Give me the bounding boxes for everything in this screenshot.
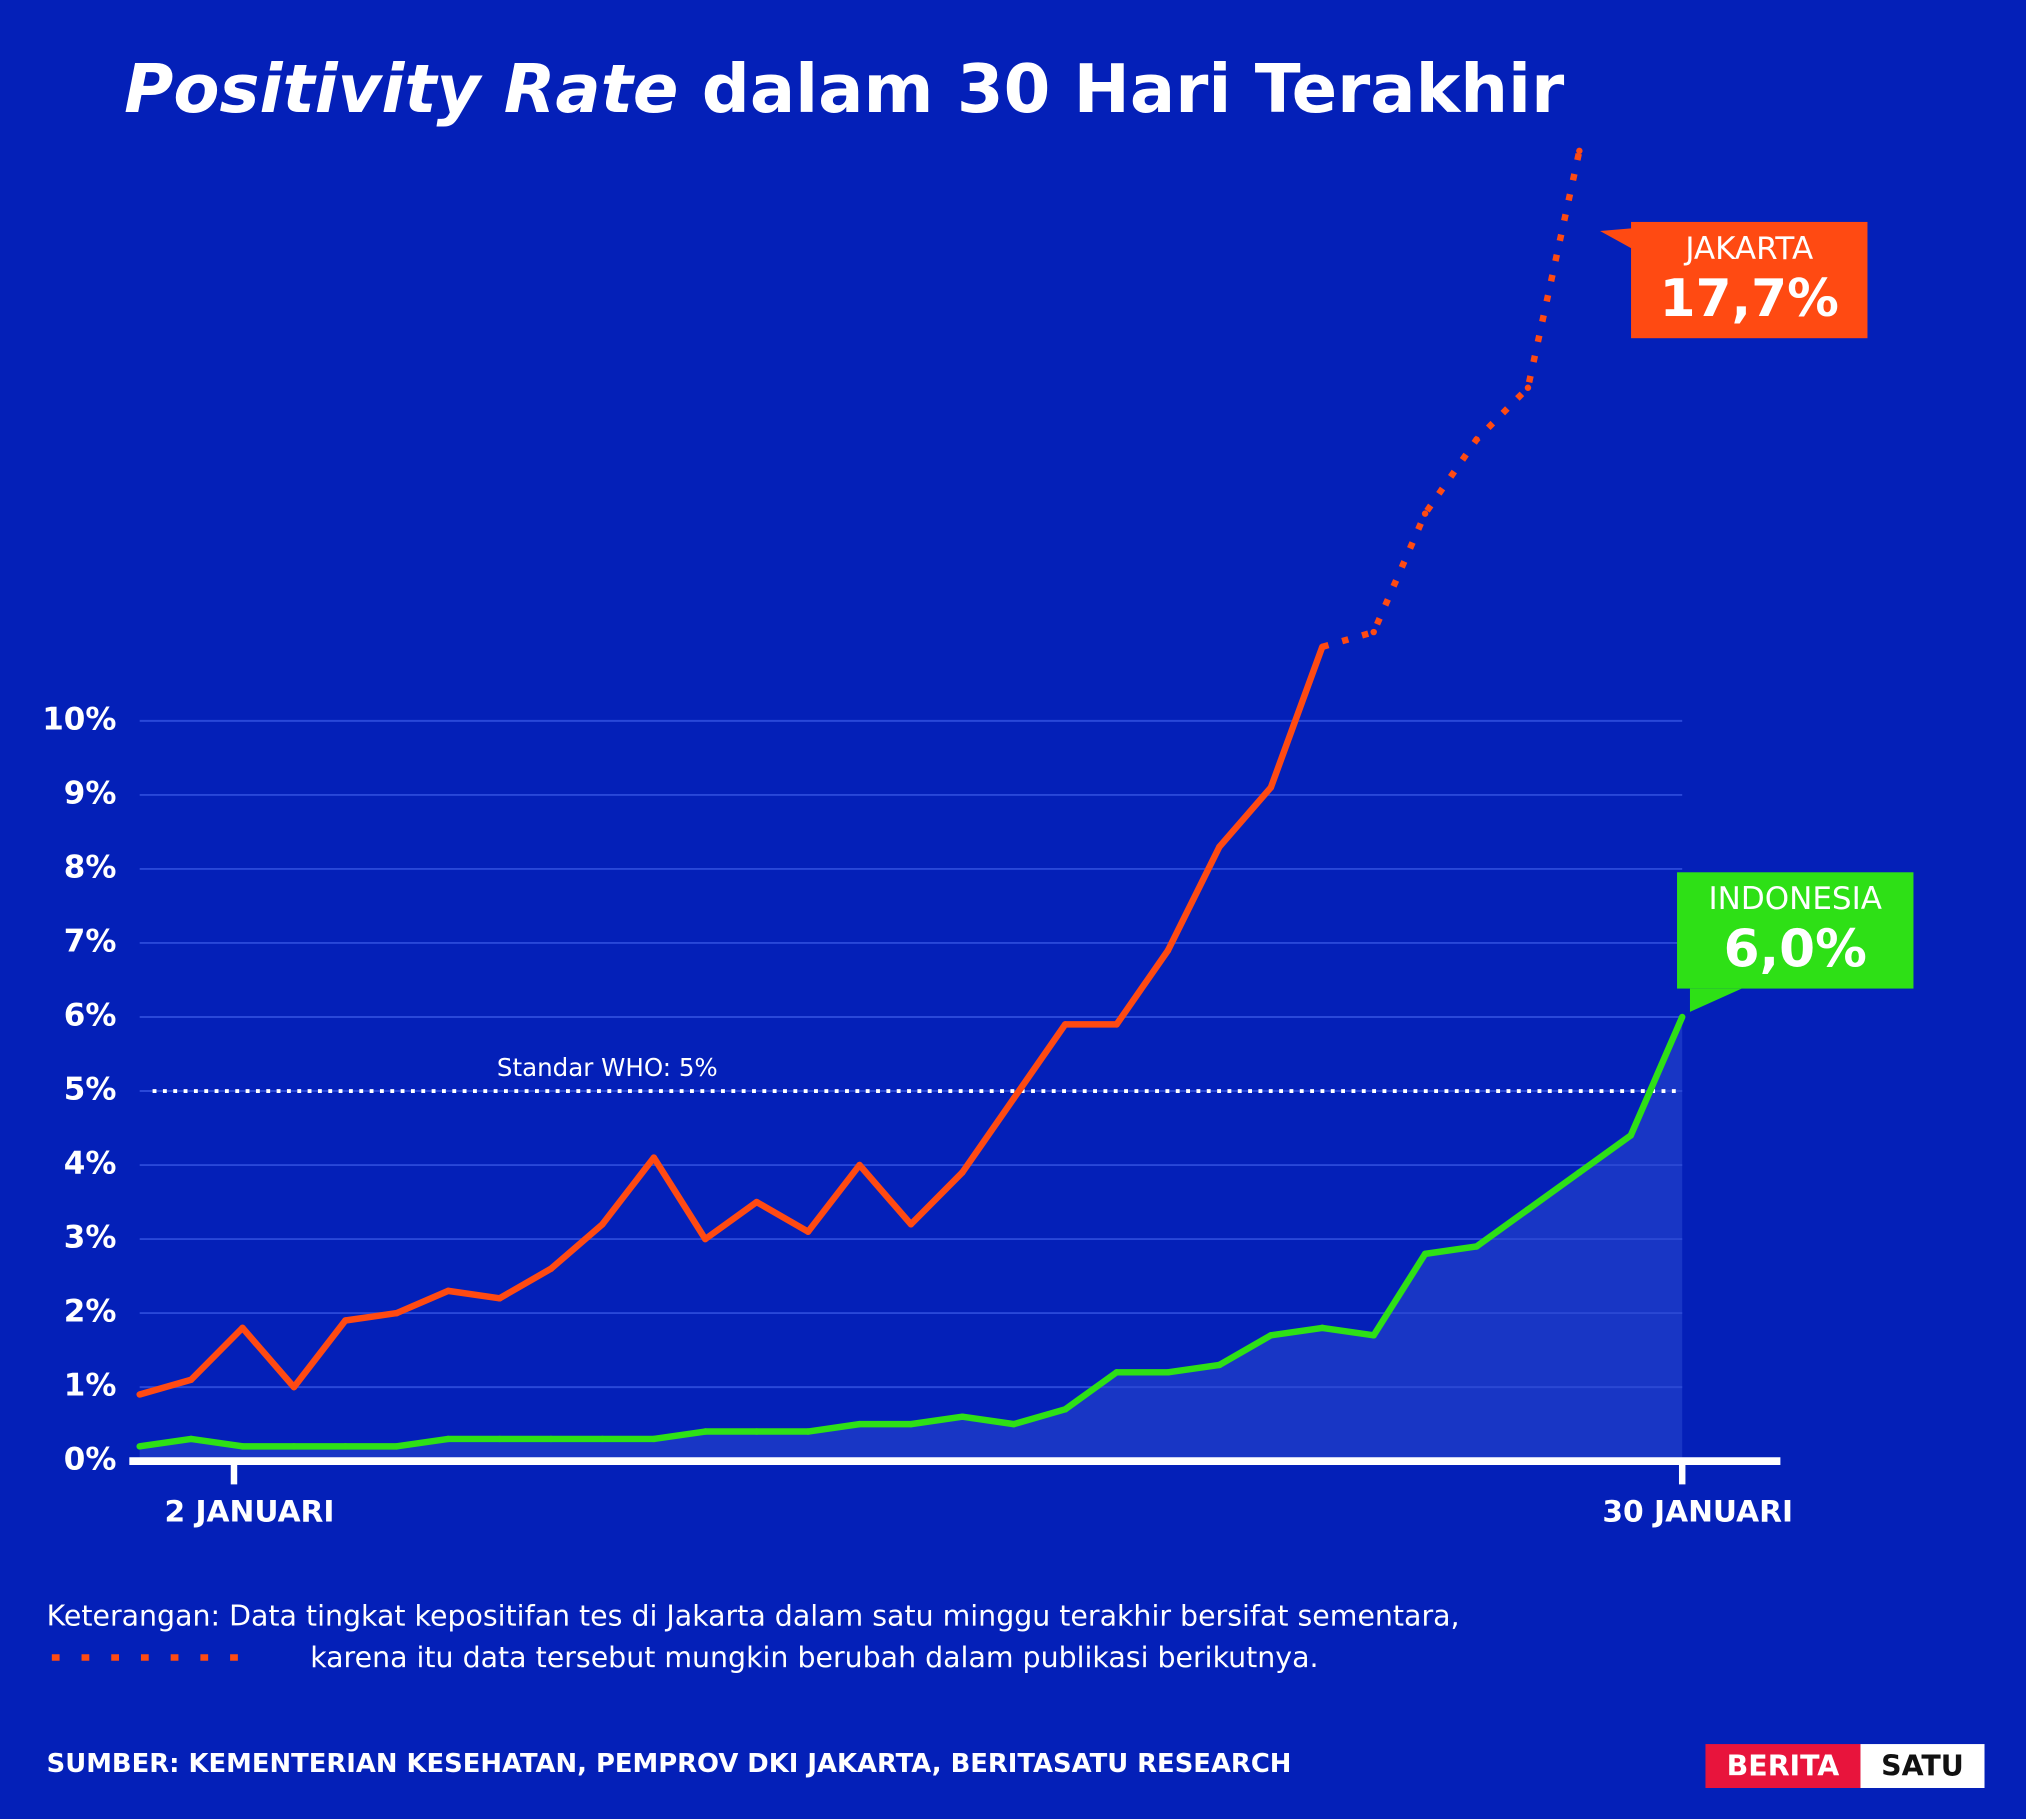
point — [1576, 1169, 1583, 1176]
point — [702, 1428, 709, 1435]
note-line: karena itu data tersebut mungkin berubah… — [310, 1641, 1318, 1674]
line — [1321, 150, 1583, 650]
title-italic: Positivity Rate — [124, 50, 678, 128]
point — [959, 1413, 966, 1420]
data-label: 17,7% — [1660, 269, 1839, 329]
x-tick-label: 2 JANUARI — [164, 1494, 334, 1529]
point — [959, 1169, 966, 1176]
point — [856, 1161, 863, 1169]
point — [1370, 628, 1377, 636]
point — [907, 1221, 915, 1228]
point — [650, 1154, 658, 1161]
logo-text: BERITA — [1727, 1749, 1840, 1782]
point — [650, 1435, 658, 1443]
line — [138, 645, 1326, 1398]
point — [239, 1324, 246, 1332]
note-line: Keterangan: Data tingkat kepositifan tes… — [47, 1599, 1460, 1632]
point — [1164, 1369, 1172, 1376]
area — [139, 1016, 1683, 1462]
y-tick-label: 8% — [64, 849, 117, 885]
point — [1576, 147, 1583, 155]
point — [702, 1235, 709, 1243]
y-tick-label: 2% — [64, 1294, 117, 1330]
point — [136, 1391, 143, 1398]
y-tick-label: 4% — [64, 1146, 117, 1182]
point — [599, 1221, 606, 1228]
point — [1473, 1243, 1480, 1250]
point — [1010, 1095, 1018, 1102]
point — [496, 1435, 503, 1443]
point — [599, 1435, 606, 1443]
y-tick-label: 6% — [64, 997, 117, 1033]
point — [1627, 1132, 1635, 1139]
logo-text: SATU — [1881, 1749, 1964, 1782]
point — [444, 1435, 452, 1443]
title-rest: dalam 30 Hari Terakhir — [702, 50, 1564, 128]
point — [187, 1435, 195, 1443]
point — [496, 1295, 503, 1302]
point — [1061, 1021, 1069, 1028]
point — [1267, 784, 1275, 791]
point — [1678, 1013, 1686, 1021]
point — [1421, 1250, 1429, 1258]
x-tick-label: 30 JANUARI — [1602, 1494, 1793, 1529]
y-tick-label: 7% — [64, 923, 117, 959]
point — [1370, 1332, 1377, 1339]
y-tick-label: 1% — [64, 1368, 117, 1404]
point — [393, 1309, 400, 1317]
series-name: INDONESIA — [1709, 881, 1882, 917]
point — [1113, 1369, 1120, 1376]
point — [547, 1435, 555, 1443]
point — [1473, 436, 1480, 443]
point — [1421, 510, 1429, 517]
point — [1113, 1021, 1120, 1028]
source: SUMBER: KEMENTERIAN KESEHATAN, PEMPROV D… — [47, 1749, 1292, 1779]
point — [804, 1228, 812, 1235]
point — [1319, 643, 1326, 651]
reference-label: Standar WHO: 5% — [497, 1053, 718, 1082]
point — [1061, 1406, 1069, 1413]
point — [187, 1376, 195, 1383]
y-tick-label: 10% — [42, 701, 116, 737]
point — [547, 1265, 555, 1272]
chart-title: Positivity Rate dalam 30 Hari Terakhir — [124, 50, 1564, 128]
y-tick-label: 0% — [64, 1442, 117, 1478]
point — [1164, 947, 1172, 954]
data-label: 6,0% — [1724, 919, 1867, 979]
point — [753, 1428, 760, 1435]
point — [393, 1443, 400, 1450]
point — [1216, 1361, 1223, 1369]
y-tick-label: 9% — [64, 775, 117, 811]
point — [1524, 1206, 1532, 1213]
point — [1267, 1332, 1275, 1339]
y-tick-label: 3% — [64, 1220, 117, 1256]
point — [136, 1443, 143, 1450]
series-name: JAKARTA — [1683, 231, 1813, 267]
point — [856, 1420, 863, 1428]
logo-box — [1705, 1744, 1861, 1788]
point — [342, 1443, 349, 1450]
label-box — [1677, 872, 1914, 989]
point — [804, 1428, 812, 1435]
point — [1524, 384, 1532, 391]
point — [290, 1443, 298, 1450]
logo-box — [1860, 1744, 1985, 1788]
point — [1319, 1324, 1326, 1332]
point — [907, 1420, 915, 1428]
y-tick-label: 5% — [64, 1072, 117, 1108]
point — [1216, 843, 1223, 850]
point — [239, 1443, 246, 1450]
point — [1010, 1420, 1018, 1428]
point — [290, 1383, 298, 1391]
point — [444, 1287, 452, 1295]
label-box — [1631, 221, 1868, 339]
point — [342, 1317, 349, 1324]
point — [753, 1198, 760, 1206]
